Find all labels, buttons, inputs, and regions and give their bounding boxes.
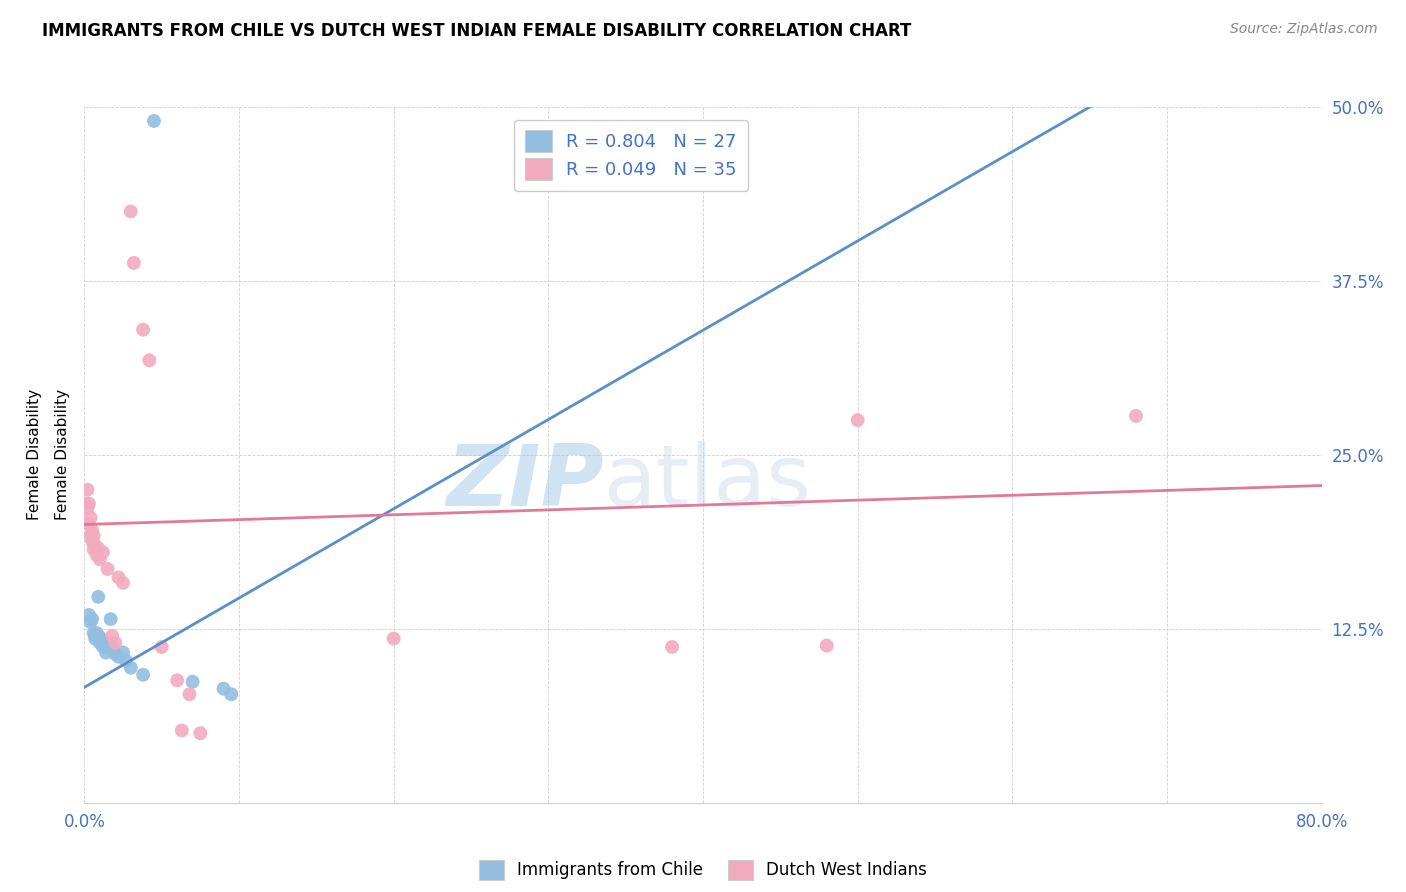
Point bbox=[77, 497, 100, 511]
Point bbox=[75, 497, 97, 511]
Point bbox=[112, 576, 135, 591]
Point bbox=[91, 545, 114, 559]
Point bbox=[120, 204, 142, 219]
Point bbox=[76, 483, 98, 497]
Point bbox=[84, 538, 107, 552]
Point bbox=[83, 626, 105, 640]
Text: ZIP: ZIP bbox=[446, 442, 605, 524]
Point bbox=[132, 667, 155, 681]
Point bbox=[188, 726, 211, 740]
Point bbox=[87, 590, 110, 604]
Point bbox=[138, 353, 160, 368]
Point bbox=[104, 636, 127, 650]
Point bbox=[84, 632, 107, 646]
Point bbox=[82, 612, 104, 626]
Point bbox=[83, 528, 105, 542]
Point bbox=[112, 646, 135, 660]
Point bbox=[91, 640, 114, 654]
Point bbox=[143, 114, 166, 128]
Point bbox=[76, 500, 98, 515]
Point bbox=[89, 636, 111, 650]
Y-axis label: Female Disability: Female Disability bbox=[55, 389, 70, 521]
Legend: Immigrants from Chile, Dutch West Indians: Immigrants from Chile, Dutch West Indian… bbox=[471, 851, 935, 888]
Point bbox=[79, 615, 101, 629]
Point bbox=[84, 629, 107, 643]
Point bbox=[100, 612, 122, 626]
Point bbox=[86, 548, 108, 562]
Point bbox=[170, 723, 193, 738]
Point bbox=[179, 687, 201, 701]
Point bbox=[132, 323, 155, 337]
Point bbox=[89, 630, 111, 644]
Point bbox=[96, 640, 118, 654]
Point bbox=[219, 687, 242, 701]
Point bbox=[83, 542, 105, 557]
Point bbox=[82, 523, 104, 537]
Point bbox=[90, 632, 112, 647]
Text: Source: ZipAtlas.com: Source: ZipAtlas.com bbox=[1230, 22, 1378, 37]
Point bbox=[87, 541, 110, 556]
Point bbox=[382, 632, 405, 646]
Point bbox=[79, 510, 101, 524]
Point bbox=[93, 636, 115, 650]
Point bbox=[150, 640, 173, 654]
Point bbox=[82, 534, 104, 549]
Point bbox=[101, 640, 124, 654]
Point bbox=[212, 681, 235, 696]
Text: Female Disability: Female Disability bbox=[27, 389, 42, 521]
Point bbox=[86, 626, 108, 640]
Point bbox=[77, 517, 100, 532]
Point bbox=[107, 570, 129, 584]
Point bbox=[101, 629, 124, 643]
Point bbox=[94, 646, 117, 660]
Text: atlas: atlas bbox=[605, 442, 813, 524]
Point bbox=[107, 649, 129, 664]
Point bbox=[120, 661, 142, 675]
Point bbox=[815, 639, 838, 653]
Point bbox=[661, 640, 683, 654]
Point bbox=[1125, 409, 1147, 423]
Point bbox=[846, 413, 869, 427]
Point bbox=[181, 674, 204, 689]
Text: IMMIGRANTS FROM CHILE VS DUTCH WEST INDIAN FEMALE DISABILITY CORRELATION CHART: IMMIGRANTS FROM CHILE VS DUTCH WEST INDI… bbox=[42, 22, 911, 40]
Point bbox=[122, 256, 145, 270]
Point bbox=[166, 673, 188, 688]
Point bbox=[79, 528, 101, 542]
Point bbox=[115, 654, 138, 668]
Point bbox=[89, 552, 111, 566]
Point bbox=[77, 607, 100, 622]
Point bbox=[104, 647, 127, 661]
Point bbox=[96, 562, 118, 576]
